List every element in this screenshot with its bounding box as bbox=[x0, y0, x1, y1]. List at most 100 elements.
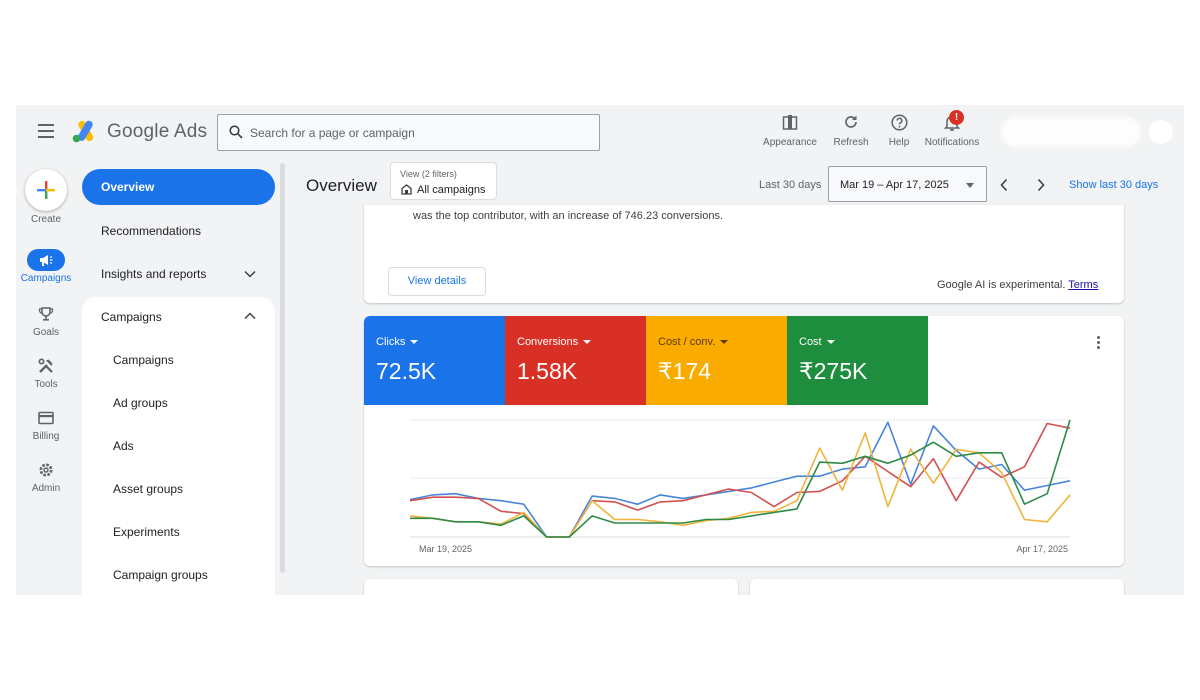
caret-down-icon bbox=[410, 340, 419, 345]
nav-recommendations[interactable]: Recommendations bbox=[101, 224, 202, 238]
nav-insights-and-reports[interactable]: Insights and reports bbox=[101, 267, 207, 281]
show-last-30-days-link[interactable]: Show last 30 days bbox=[1069, 179, 1159, 191]
x-tick-end: Apr 17, 2025 bbox=[1016, 544, 1068, 554]
ai-experimental-text: Google AI is experimental. bbox=[937, 279, 1066, 291]
caret-down-icon bbox=[826, 340, 835, 345]
rail-goals[interactable]: Goals bbox=[16, 303, 76, 338]
metric-cost-per-conv-label: Cost / conv. bbox=[658, 336, 716, 348]
search-box[interactable]: Search for a page or campaign bbox=[217, 114, 600, 151]
nav-sub-campaigns[interactable]: Campaigns bbox=[113, 353, 174, 367]
rail-tools-label: Tools bbox=[34, 379, 58, 390]
nav-campaigns-section-title[interactable]: Campaigns bbox=[101, 310, 162, 324]
notifications-button[interactable]: ! Notifications bbox=[920, 110, 984, 148]
card-icon bbox=[38, 411, 54, 425]
create-button[interactable] bbox=[25, 169, 67, 211]
refresh-icon bbox=[845, 115, 857, 128]
top-bar: Google Ads Search for a page or campaign… bbox=[16, 105, 1184, 159]
metric-clicks-label: Clicks bbox=[376, 336, 406, 348]
view-details-button[interactable]: View details bbox=[388, 267, 486, 296]
performance-chart-card: Clicks 72.5K Conversions 1.58K Cost / co… bbox=[364, 316, 1124, 566]
help-icon bbox=[890, 113, 908, 131]
account-name[interactable] bbox=[1001, 117, 1141, 147]
refresh-label: Refresh bbox=[833, 137, 869, 148]
line-chart: Mar 19, 2025 Apr 17, 2025 bbox=[409, 419, 1071, 554]
terms-link[interactable]: Terms bbox=[1068, 279, 1099, 291]
rail-campaigns[interactable]: Campaigns bbox=[16, 249, 76, 284]
trophy-icon bbox=[38, 307, 54, 321]
chevron-down-icon[interactable] bbox=[244, 270, 256, 278]
date-range-dropdown[interactable]: Mar 19 – Apr 17, 2025 bbox=[828, 166, 987, 202]
caret-down-icon bbox=[583, 340, 592, 345]
notifications-label: Notifications bbox=[924, 137, 980, 148]
series-line-clicks bbox=[409, 421, 1071, 538]
rail-goals-label: Goals bbox=[32, 327, 60, 338]
search-placeholder: Search for a page or campaign bbox=[250, 126, 415, 140]
more-options-icon[interactable] bbox=[1097, 336, 1100, 351]
rail-billing[interactable]: Billing bbox=[16, 407, 76, 442]
appearance-icon bbox=[782, 115, 798, 130]
nav-sub-ads[interactable]: Ads bbox=[113, 439, 134, 453]
ai-disclaimer: Google AI is experimental. Terms bbox=[937, 279, 1098, 291]
view-scope-label: All campaigns bbox=[417, 184, 486, 196]
metric-conversions[interactable]: Conversions 1.58K bbox=[505, 316, 646, 405]
chevron-right-icon[interactable] bbox=[1036, 178, 1046, 192]
search-icon bbox=[229, 125, 243, 139]
bottom-card-right bbox=[750, 579, 1124, 595]
chevron-up-icon[interactable] bbox=[244, 312, 256, 320]
metric-clicks-value: 72.5K bbox=[376, 358, 437, 384]
plus-icon bbox=[37, 181, 55, 199]
caret-down-icon bbox=[720, 340, 729, 345]
nav-sub-ad-groups[interactable]: Ad groups bbox=[113, 396, 168, 410]
chevron-left-icon[interactable] bbox=[999, 178, 1009, 192]
metric-conversions-label: Conversions bbox=[517, 336, 579, 348]
brand-name: Google Ads bbox=[107, 121, 208, 142]
store-icon bbox=[401, 184, 412, 195]
nav-sub-experiments[interactable]: Experiments bbox=[113, 525, 180, 539]
metric-clicks[interactable]: Clicks 72.5K bbox=[364, 316, 505, 405]
appearance-label: Appearance bbox=[763, 137, 817, 148]
range-label: Last 30 days bbox=[759, 179, 822, 191]
app-window: Google Ads Search for a page or campaign… bbox=[16, 105, 1184, 595]
nav-scrollbar[interactable] bbox=[280, 163, 285, 573]
x-tick-start: Mar 19, 2025 bbox=[419, 544, 472, 554]
rail-admin[interactable]: Admin bbox=[16, 459, 76, 494]
metric-cost[interactable]: Cost ₹275K bbox=[787, 316, 928, 405]
rail-create-label: Create bbox=[30, 214, 61, 225]
account-avatar[interactable] bbox=[1149, 120, 1173, 144]
nav-sub-campaign-groups[interactable]: Campaign groups bbox=[113, 568, 208, 582]
caret-down-icon bbox=[966, 183, 974, 188]
ai-insight-text: was the top contributor, with an increas… bbox=[413, 210, 724, 222]
rail-campaigns-label: Campaigns bbox=[20, 273, 72, 284]
metric-cost-per-conv[interactable]: Cost / conv. ₹174 bbox=[646, 316, 787, 405]
bottom-card-left bbox=[364, 579, 738, 595]
menu-icon[interactable] bbox=[38, 124, 54, 138]
series-line-conversions bbox=[409, 422, 1071, 538]
metric-cost-per-conv-value: ₹174 bbox=[658, 358, 712, 384]
rail-billing-label: Billing bbox=[32, 431, 60, 442]
help-label: Help bbox=[888, 137, 910, 148]
ai-insight-card: was the top contributor, with an increas… bbox=[364, 205, 1124, 303]
view-filter-label: View (2 filters) bbox=[400, 169, 457, 179]
gear-icon bbox=[39, 463, 53, 477]
rail-tools[interactable]: Tools bbox=[16, 355, 76, 390]
nav-overview[interactable]: Overview bbox=[82, 169, 275, 205]
metric-cost-value: ₹275K bbox=[799, 358, 868, 384]
megaphone-icon bbox=[40, 255, 53, 266]
metric-cost-label: Cost bbox=[799, 336, 822, 348]
date-range-value: Mar 19 – Apr 17, 2025 bbox=[840, 179, 949, 191]
view-filter-chip[interactable]: View (2 filters) All campaigns bbox=[390, 162, 497, 200]
series-line-cost bbox=[410, 419, 1071, 538]
page-title: Overview bbox=[306, 176, 377, 195]
rail-admin-label: Admin bbox=[31, 483, 61, 494]
notification-badge: ! bbox=[949, 110, 964, 125]
help-button[interactable]: Help bbox=[882, 111, 916, 148]
nav-sub-asset-groups[interactable]: Asset groups bbox=[113, 482, 184, 496]
refresh-button[interactable]: Refresh bbox=[829, 111, 873, 148]
metric-conversions-value: 1.58K bbox=[517, 358, 578, 384]
google-ads-logo bbox=[72, 120, 94, 143]
series-line-cost-conv bbox=[409, 432, 1071, 538]
tools-icon bbox=[38, 358, 53, 373]
appearance-button[interactable]: Appearance bbox=[762, 111, 818, 148]
nav-campaigns-section bbox=[82, 297, 275, 595]
nav-overview-label: Overview bbox=[101, 180, 155, 194]
